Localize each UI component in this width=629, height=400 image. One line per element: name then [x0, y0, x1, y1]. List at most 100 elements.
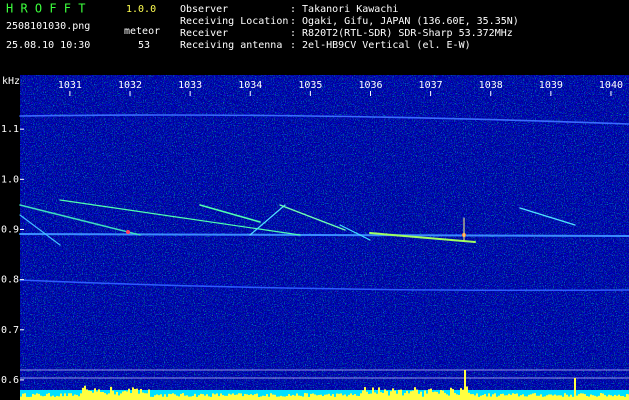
- amplitude-bar: [330, 395, 332, 400]
- amplitude-bar: [526, 396, 528, 400]
- amplitude-bar: [450, 387, 452, 400]
- amplitude-bar: [468, 392, 470, 400]
- amplitude-bar: [170, 394, 172, 400]
- y-tick-label: 0.8: [1, 275, 19, 286]
- amplitude-bar: [152, 396, 154, 400]
- amplitude-bar: [282, 396, 284, 400]
- amplitude-bar: [166, 396, 168, 400]
- carrier: [19, 233, 629, 237]
- amplitude-bar: [266, 394, 268, 400]
- amplitude-bar: [418, 393, 420, 400]
- amplitude-bar: [334, 396, 336, 400]
- amplitude-bar: [496, 396, 498, 400]
- amplitude-bar: [102, 392, 104, 400]
- amplitude-bar: [388, 395, 390, 400]
- y-tick-label: 1.1: [1, 124, 19, 135]
- amplitude-bar: [444, 392, 446, 400]
- amplitude-bar: [326, 394, 328, 400]
- amplitude-bar: [498, 395, 500, 400]
- amplitude-bar: [292, 394, 294, 400]
- amplitude-bar: [502, 393, 504, 400]
- amplitude-bar: [206, 394, 208, 400]
- amplitude-bar: [568, 396, 570, 400]
- amplitude-bar: [20, 396, 22, 400]
- x-tick-label: 1039: [539, 80, 563, 91]
- amplitude-bar: [222, 395, 224, 400]
- amplitude-bar: [624, 396, 626, 400]
- amplitude-bar: [114, 394, 116, 400]
- amplitude-bar: [428, 389, 430, 400]
- amplitude-bar: [512, 393, 514, 400]
- amplitude-bar: [390, 391, 392, 400]
- amplitude-bar: [40, 395, 42, 400]
- amplitude-bar: [260, 396, 262, 400]
- amplitude-bar: [626, 393, 628, 400]
- amplitude-bar: [412, 390, 414, 400]
- amplitude-bar: [32, 393, 34, 400]
- meteor-echo: [19, 214, 61, 246]
- amplitude-bar: [248, 394, 250, 400]
- y-tick-label: 0.6: [1, 375, 19, 386]
- amplitude-bar: [120, 393, 122, 400]
- amplitude-bar: [342, 395, 344, 400]
- amplitude-bar: [84, 385, 86, 400]
- amplitude-bar: [232, 393, 234, 400]
- amplitude-bar: [490, 396, 492, 400]
- amplitude-bar: [580, 393, 582, 400]
- amplitude-bar: [142, 392, 144, 400]
- amplitude-bar: [30, 396, 32, 400]
- amplitude-bar: [600, 393, 602, 400]
- amplitude-bar: [534, 393, 536, 400]
- amplitude-bar: [382, 393, 384, 400]
- amplitude-bar: [284, 396, 286, 400]
- x-tick-label: 1034: [238, 80, 262, 91]
- amplitude-bar: [228, 393, 230, 400]
- amplitude-bar: [174, 394, 176, 400]
- amplitude-bar: [26, 396, 28, 400]
- amplitude-bar: [308, 396, 310, 400]
- y-tick-label: 0.9: [1, 224, 19, 235]
- amplitude-bar: [414, 387, 416, 400]
- amplitude-bar: [78, 396, 80, 400]
- amplitude-bar: [340, 393, 342, 400]
- info-value: : 2el-HB9CV Vertical (el. E-W): [290, 40, 471, 51]
- amplitude-bar: [622, 395, 624, 400]
- amplitude-bar: [420, 391, 422, 400]
- amplitude-bar: [62, 396, 64, 400]
- amplitude-bar: [434, 391, 436, 400]
- amplitude-bar: [488, 393, 490, 400]
- amplitude-bar: [70, 393, 72, 400]
- amplitude-bar: [386, 391, 388, 400]
- amplitude-bar: [540, 394, 542, 400]
- info-value: : Takanori Kawachi: [290, 4, 398, 15]
- amplitude-bar: [532, 393, 534, 400]
- amplitude-bar: [350, 393, 352, 400]
- info-label: Observer: [180, 4, 228, 15]
- amplitude-bar: [154, 395, 156, 400]
- amplitude-bar: [396, 393, 398, 400]
- meteor-echo: [519, 207, 576, 226]
- amplitude-bar: [432, 392, 434, 400]
- amplitude-bar: [556, 395, 558, 400]
- amplitude-bar: [446, 394, 448, 400]
- amplitude-bar: [24, 393, 26, 400]
- x-tick-label: 1040: [599, 80, 623, 91]
- amplitude-bar: [324, 394, 326, 400]
- amplitude-bar: [296, 393, 298, 400]
- amplitude-bar: [430, 388, 432, 400]
- amplitude-bar: [394, 390, 396, 400]
- amplitude-bar: [508, 393, 510, 400]
- amplitude-bar: [536, 395, 538, 400]
- amplitude-bar: [304, 393, 306, 400]
- amplitude-bar: [354, 394, 356, 400]
- amplitude-bar: [182, 393, 184, 400]
- amplitude-bar: [378, 387, 380, 400]
- amplitude-bar: [558, 395, 560, 400]
- amplitude-bar: [610, 395, 612, 400]
- amplitude-bar: [100, 391, 102, 400]
- amplitude-bar: [110, 386, 112, 400]
- amplitude-bar: [214, 394, 216, 400]
- x-tick-label: 1031: [58, 80, 82, 91]
- amplitude-bar: [264, 395, 266, 400]
- amplitude-bar: [406, 390, 408, 400]
